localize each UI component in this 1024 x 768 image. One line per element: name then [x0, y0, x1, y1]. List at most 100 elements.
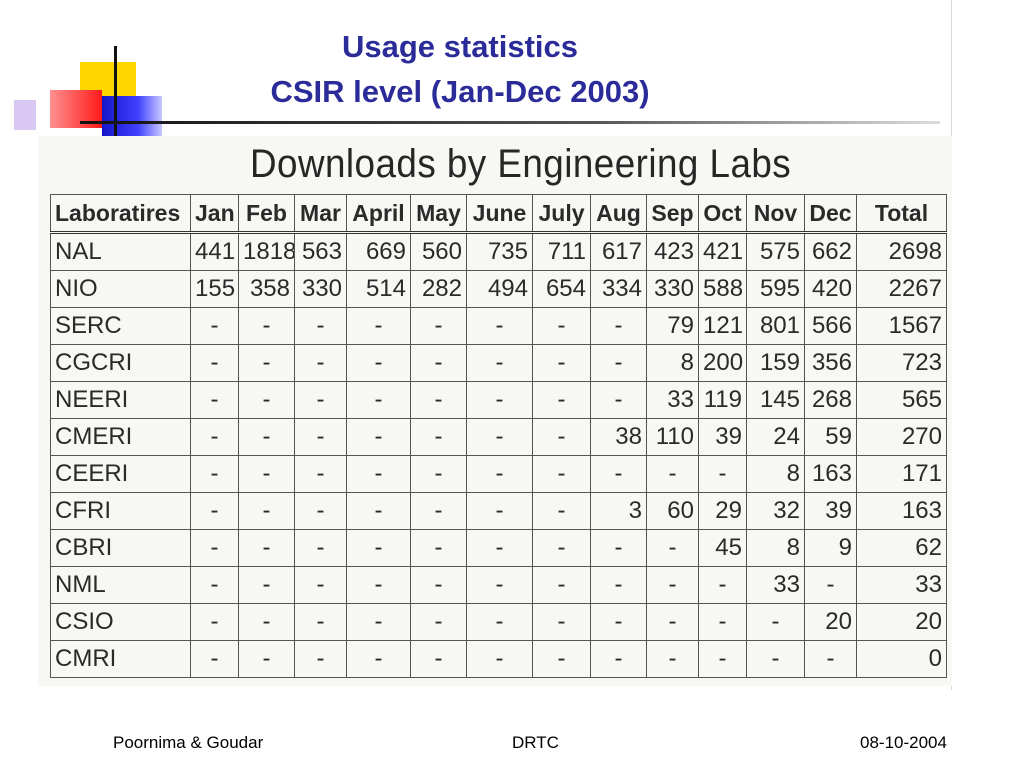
value-cell: - [190, 640, 239, 678]
value-cell: - [746, 603, 805, 641]
value-cell: - [346, 344, 411, 382]
value-cell: - [532, 640, 591, 678]
lab-name-cell: CEERI [50, 455, 191, 493]
value-cell: - [532, 307, 591, 345]
value-cell: - [410, 603, 467, 641]
lab-name-cell: CMRI [50, 640, 191, 678]
value-cell: 2698 [856, 232, 947, 271]
table-row: CEERI - - - - - - - - - -8 163 171 [50, 455, 947, 493]
table-heading: Downloads by Engineering Labs [250, 142, 792, 186]
column-header: Total [856, 194, 947, 234]
table-row: CMRI - - - - - - - - - - - -0 [50, 640, 947, 678]
column-header: Sep [646, 194, 699, 234]
decor-vertical-line [114, 46, 117, 146]
column-header: July [532, 194, 591, 234]
value-cell: - [410, 455, 467, 493]
value-cell: - [410, 344, 467, 382]
value-cell: 423 [646, 232, 699, 271]
value-cell: - [294, 455, 347, 493]
value-cell: 163 [804, 455, 857, 493]
value-cell: - [238, 381, 295, 419]
table-row: SERC - - - - - - - -79 121 801 566 1567 [50, 307, 947, 345]
value-cell: 1567 [856, 307, 947, 345]
title-underline [80, 121, 940, 124]
value-cell: 711 [532, 232, 591, 271]
value-cell: - [466, 381, 533, 419]
value-cell: 421 [698, 232, 747, 271]
value-cell: - [646, 529, 699, 567]
value-cell: 494 [466, 270, 533, 308]
value-cell: - [466, 529, 533, 567]
value-cell: - [346, 307, 411, 345]
value-cell: - [590, 640, 647, 678]
value-cell: - [646, 603, 699, 641]
value-cell: 38 [590, 418, 647, 456]
value-cell: - [590, 381, 647, 419]
column-header: May [410, 194, 467, 234]
value-cell: - [190, 603, 239, 641]
value-cell: - [238, 418, 295, 456]
value-cell: - [346, 455, 411, 493]
value-cell: - [410, 307, 467, 345]
table-header-row: Laboratires Jan Feb Mar April May June July Aug S… [50, 194, 947, 234]
value-cell: - [590, 566, 647, 604]
value-cell: 60 [646, 492, 699, 530]
lab-name-cell: NAL [50, 232, 191, 271]
column-header: June [466, 194, 533, 234]
value-cell: - [466, 566, 533, 604]
value-cell: 119 [698, 381, 747, 419]
lab-name-cell: CMERI [50, 418, 191, 456]
value-cell: 45 [698, 529, 747, 567]
value-cell: - [532, 418, 591, 456]
value-cell: - [238, 529, 295, 567]
value-cell: 8 [646, 344, 699, 382]
value-cell: - [410, 529, 467, 567]
value-cell: 723 [856, 344, 947, 382]
value-cell: - [346, 381, 411, 419]
value-cell: - [190, 418, 239, 456]
value-cell: 282 [410, 270, 467, 308]
value-cell: 121 [698, 307, 747, 345]
value-cell: - [294, 603, 347, 641]
column-header: Aug [590, 194, 647, 234]
value-cell: - [590, 307, 647, 345]
table-row: CBRI - - - - - - - - -45 8 9 62 [50, 529, 947, 567]
value-cell: - [190, 455, 239, 493]
footer-date: 08-10-2004 [860, 733, 947, 752]
value-cell: 2267 [856, 270, 947, 308]
value-cell: - [532, 455, 591, 493]
table-row: CFRI - - - - - - -3 60 29 32 39 163 [50, 492, 947, 530]
value-cell: 32 [746, 492, 805, 530]
value-cell: - [532, 566, 591, 604]
value-cell: - [410, 492, 467, 530]
value-cell: 514 [346, 270, 411, 308]
footer-authors: Poornima & Goudar [113, 733, 264, 752]
value-cell: 588 [698, 270, 747, 308]
value-cell: - [190, 566, 239, 604]
value-cell: - [532, 492, 591, 530]
value-cell: - [466, 640, 533, 678]
value-cell: - [346, 640, 411, 678]
value-cell: 79 [646, 307, 699, 345]
value-cell: - [238, 344, 295, 382]
value-cell: - [698, 603, 747, 641]
value-cell: 20 [856, 603, 947, 641]
column-header: Oct [698, 194, 747, 234]
value-cell: - [532, 381, 591, 419]
lab-name-cell: NIO [50, 270, 191, 308]
table-row: NAL 441 1818 563 669 560 735 711 617 423 421 575 662… [50, 232, 947, 271]
value-cell: - [294, 492, 347, 530]
value-cell: - [346, 418, 411, 456]
value-cell: 8 [746, 529, 805, 567]
value-cell: - [346, 492, 411, 530]
lab-name-cell: CFRI [50, 492, 191, 530]
value-cell: - [804, 566, 857, 604]
value-cell: - [294, 381, 347, 419]
value-cell: - [410, 418, 467, 456]
footer-org: DRTC [512, 733, 559, 752]
value-cell: 163 [856, 492, 947, 530]
value-cell: 270 [856, 418, 947, 456]
table-row: NIO 155 358 330 514 282 494 654 334 330 588 595 420 2… [50, 270, 947, 308]
value-cell: 39 [698, 418, 747, 456]
value-cell: 669 [346, 232, 411, 271]
